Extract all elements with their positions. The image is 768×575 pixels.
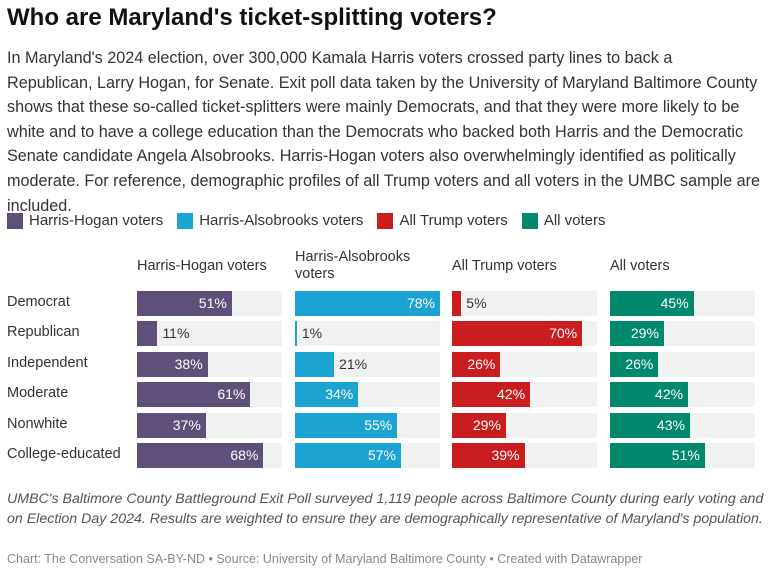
data-label: 51%	[671, 447, 700, 463]
column-header: All voters	[610, 258, 670, 274]
chart-title: Who are Maryland's ticket-splitting vote…	[7, 4, 497, 31]
bar	[295, 291, 440, 316]
legend-swatch	[177, 212, 194, 229]
data-label: 61%	[217, 386, 246, 403]
data-label: 42%	[497, 386, 526, 403]
data-label: 51%	[198, 295, 227, 311]
legend-label: All Trump voters	[399, 212, 508, 229]
legend-item: All voters	[521, 212, 606, 229]
row-label: College-educated	[7, 446, 121, 462]
data-label: 43%	[656, 416, 685, 433]
row-label: Democrat	[7, 294, 70, 310]
bar-track: 42%	[610, 382, 755, 408]
bar-track: 5%	[452, 291, 597, 316]
data-label: 68%	[230, 447, 259, 463]
bar-track: 51%	[137, 291, 282, 316]
bar	[452, 412, 506, 438]
bar	[452, 291, 462, 316]
bar-track: 43%	[610, 412, 755, 438]
data-label: 78%	[406, 295, 435, 311]
data-label: 42%	[655, 386, 684, 403]
data-label: 34%	[325, 386, 354, 403]
intro-text: In Maryland's 2024 election, over 300,00…	[7, 49, 761, 215]
bar	[610, 291, 694, 316]
legend-item: Harris-Hogan voters	[7, 212, 163, 229]
bar-track: 38%	[137, 351, 282, 377]
data-label: 29%	[630, 325, 659, 342]
legend-item: All Trump voters	[377, 212, 508, 229]
bar-track: 11%	[137, 321, 282, 347]
bar-track: 42%	[452, 382, 597, 408]
bar	[137, 443, 264, 468]
bar-track: 21%	[295, 351, 440, 377]
bar	[137, 382, 251, 408]
data-label: 26%	[467, 355, 496, 372]
bar-track: 29%	[452, 412, 597, 438]
row-label: Nonwhite	[7, 415, 68, 432]
bar-track: 29%	[610, 321, 755, 347]
data-label: 39%	[491, 447, 520, 463]
legend-swatch	[7, 212, 23, 229]
bar	[137, 412, 206, 438]
bar-track: 39%	[452, 443, 597, 468]
data-label: 29%	[472, 416, 501, 433]
bar	[137, 291, 232, 316]
column-header: All Trump voters	[452, 258, 557, 274]
data-label: 38%	[174, 355, 203, 372]
bar	[452, 443, 525, 468]
bar-track: 78%	[295, 291, 440, 316]
bar	[295, 382, 359, 408]
legend-label: Harris-Alsobrooks voters	[199, 212, 364, 229]
bar	[610, 382, 689, 408]
bar-track: 61%	[137, 382, 282, 408]
legend-item: Harris-Alsobrooks voters	[177, 212, 363, 229]
data-label: 70%	[549, 325, 578, 342]
data-label: 45%	[660, 295, 689, 311]
bar	[610, 351, 659, 377]
bar-track: 57%	[295, 443, 440, 468]
column-header: Harris-Hogan voters	[137, 258, 267, 274]
column-header: Harris-Alsobrooks voters	[295, 249, 411, 282]
bar	[610, 412, 690, 438]
data-label: 37%	[172, 416, 201, 433]
bar	[452, 382, 531, 408]
notes: UMBC's Baltimore County Battleground Exi…	[7, 491, 764, 527]
row-label: Moderate	[7, 385, 69, 402]
legend-label: All voters	[543, 212, 606, 229]
data-label: 55%	[364, 416, 393, 433]
data-label: 26%	[625, 355, 654, 372]
bar	[452, 351, 501, 377]
data-label: 57%	[367, 447, 396, 463]
footer-credits: Chart: The Conversation SA-BY-ND • Sourc…	[7, 552, 643, 566]
bar	[295, 321, 297, 347]
data-label: 1%	[301, 325, 323, 342]
legend-swatch	[521, 212, 538, 229]
bar-track: 45%	[610, 291, 755, 316]
legend-swatch	[377, 212, 394, 229]
row-label: Republican	[7, 324, 80, 341]
bar	[137, 351, 208, 377]
legend: Harris-Hogan voters Harris-Alsobrooks vot…	[7, 212, 606, 229]
bar-track: 55%	[295, 412, 440, 438]
bar	[610, 443, 705, 468]
bar-track: 70%	[452, 321, 597, 347]
data-label: 11%	[162, 325, 190, 342]
legend-label: Harris-Hogan voters	[29, 212, 164, 229]
data-label: 21%	[339, 355, 368, 372]
bar	[137, 321, 158, 347]
bar-track: 37%	[137, 412, 282, 438]
bar-track: 68%	[137, 443, 282, 468]
bar	[295, 443, 401, 468]
bar	[452, 321, 583, 347]
bar-track: 26%	[452, 351, 597, 377]
data-label: 5%	[466, 295, 487, 311]
row-label: Independent	[7, 354, 88, 371]
bar	[295, 412, 398, 438]
bar-track: 34%	[295, 382, 440, 408]
bar-track: 51%	[610, 443, 755, 468]
bar	[610, 321, 664, 347]
bar	[295, 351, 335, 377]
bar-track: 26%	[610, 351, 755, 377]
bar-track: 1%	[295, 321, 440, 347]
